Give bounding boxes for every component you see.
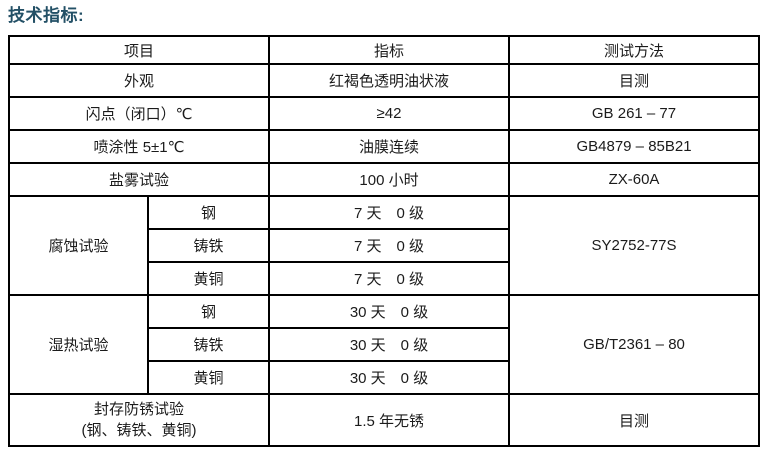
spec-cell: 30 天 0 级 [268,294,511,329]
method-cell: ZX-60A [508,162,761,197]
page-title: 技术指标: [8,6,85,25]
spec-cell: 7 天 0 级 [268,261,511,296]
group-cell: 湿热试验 [8,294,149,395]
item-cell: 外观 [7,63,271,98]
spec-cell: 100 小时 [268,162,511,197]
spec-cell: ≥42 [268,96,511,131]
material-cell: 钢 [146,294,271,329]
method-cell: SY2752-77S [508,195,761,296]
table-row: 铸铁 7 天 0 级 [9,228,759,263]
table-row: 铸铁 30 天 0 级 [9,327,759,362]
method-cell: 目测 [508,393,761,447]
item-line-1: 封存防锈试验 [94,401,185,418]
table-row: 盐雾试验 100 小时 ZX-60A [7,162,761,197]
item-cell: 封存防锈试验 (钢、铸铁、黄铜) [7,393,271,447]
material-cell: 钢 [146,195,271,230]
item-line-2: (钢、铸铁、黄铜) [81,422,197,439]
table-row: 黄铜 7 天 0 级 [9,261,759,296]
method-cell: 目测 [508,63,761,98]
method-cell: GB/T2361 – 80 [508,294,761,395]
spec-cell: 油膜连续 [268,129,511,164]
table-row: 喷涂性 5±1℃ 油膜连续 GB4879 – 85B21 [7,129,761,164]
table-row: 封存防锈试验 (钢、铸铁、黄铜) 1.5 年无锈 目测 [7,393,761,447]
spec-cell: 30 天 0 级 [268,327,511,362]
table-row: 闪点（闭口）℃ ≥42 GB 261 – 77 [7,96,761,131]
material-cell: 黄铜 [146,261,271,296]
header-cell-method: 测试方法 [508,35,761,65]
material-cell: 黄铜 [146,360,271,395]
group-cell: 腐蚀试验 [8,195,149,296]
item-cell: 盐雾试验 [7,162,271,197]
material-cell: 铸铁 [146,327,271,362]
spec-cell: 30 天 0 级 [268,360,511,395]
header-cell-spec: 指标 [268,35,511,65]
item-cell: 闪点（闭口）℃ [7,96,271,131]
header-cell-item: 项目 [7,35,271,65]
spec-cell: 7 天 0 级 [268,228,511,263]
spec-table: 项目 指标 测试方法 外观 红褐色透明油状液 目测 闪点（闭口）℃ ≥42 GB… [7,35,761,447]
table-header-row: 项目 指标 测试方法 [7,35,761,65]
table-row: 湿热试验 钢 30 天 0 级 GB/T2361 – 80 [8,294,761,395]
table-row: 外观 红褐色透明油状液 目测 [7,63,761,98]
spec-cell: 红褐色透明油状液 [268,63,511,98]
item-cell: 喷涂性 5±1℃ [7,129,271,164]
method-cell: GB 261 – 77 [508,96,761,131]
table-row: 黄铜 30 天 0 级 [9,360,759,395]
table-row: 腐蚀试验 钢 7 天 0 级 SY2752-77S [8,195,761,296]
spec-cell: 1.5 年无锈 [268,393,511,447]
material-cell: 铸铁 [146,228,271,263]
spec-cell: 7 天 0 级 [268,195,511,230]
method-cell: GB4879 – 85B21 [508,129,761,164]
